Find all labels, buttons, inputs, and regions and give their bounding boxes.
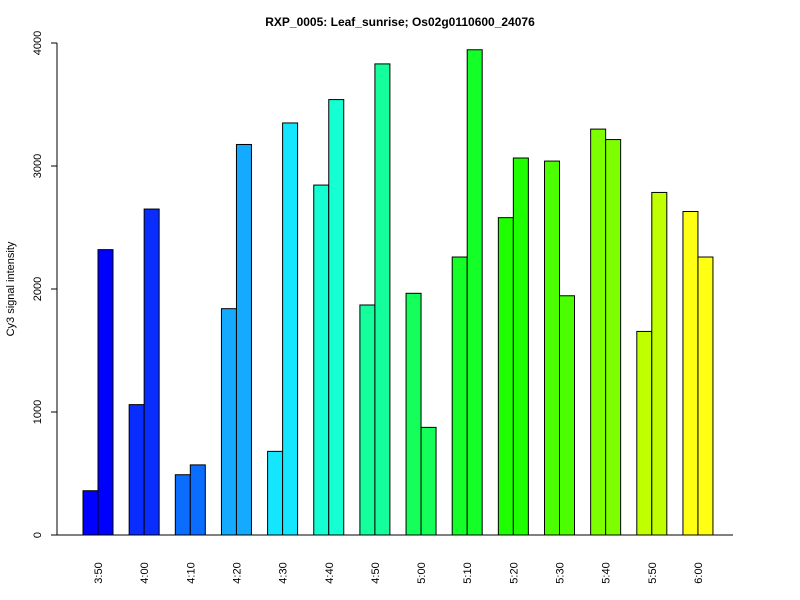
y-tick-label: 3000 bbox=[32, 154, 44, 178]
x-tick-label: 4:20 bbox=[231, 562, 243, 583]
bar bbox=[174, 474, 191, 536]
bar bbox=[682, 211, 699, 536]
x-tick-label: 4:00 bbox=[139, 562, 151, 583]
bar bbox=[497, 217, 514, 536]
bar bbox=[97, 249, 114, 536]
bar bbox=[189, 464, 206, 536]
bar bbox=[697, 256, 714, 536]
bar bbox=[282, 122, 299, 536]
bar bbox=[405, 292, 422, 536]
bar bbox=[544, 160, 560, 536]
y-tick-label: 2000 bbox=[32, 277, 44, 301]
x-tick-label: 5:10 bbox=[462, 562, 474, 583]
x-tick-label: 5:30 bbox=[555, 562, 567, 583]
x-tick-label: 4:40 bbox=[324, 562, 336, 583]
bar bbox=[128, 404, 145, 536]
y-tick-label: 0 bbox=[32, 532, 44, 538]
bar bbox=[220, 308, 237, 536]
x-tick-label: 3:50 bbox=[93, 562, 105, 583]
bar bbox=[267, 450, 284, 536]
x-tick-label: 5:20 bbox=[508, 562, 520, 583]
x-tick-label: 4:50 bbox=[370, 562, 382, 583]
x-tick-label: 5:40 bbox=[601, 562, 613, 583]
bar bbox=[235, 143, 252, 536]
bar bbox=[359, 304, 376, 536]
bar bbox=[466, 49, 483, 536]
bar bbox=[651, 191, 668, 536]
bar bbox=[512, 157, 529, 536]
x-tick-label: 5:50 bbox=[647, 562, 659, 583]
bar bbox=[451, 256, 468, 536]
bar bbox=[143, 208, 160, 536]
bar bbox=[82, 490, 99, 536]
y-axis: 0 1000 2000 3000 4000 bbox=[32, 31, 58, 538]
bar bbox=[559, 295, 575, 536]
bar bbox=[328, 99, 345, 536]
y-tick-label: 4000 bbox=[32, 31, 44, 55]
x-tick-label: 6:00 bbox=[693, 562, 705, 583]
bar bbox=[420, 426, 437, 536]
x-tick-label: 4:30 bbox=[278, 562, 290, 583]
bar bbox=[636, 330, 653, 536]
y-axis-label: Cy3 signal intensity bbox=[5, 241, 17, 336]
x-tick-label: 5:00 bbox=[416, 562, 428, 583]
bar bbox=[590, 128, 607, 536]
x-tick-label: 4:10 bbox=[185, 562, 197, 583]
bar bbox=[313, 184, 330, 536]
y-tick-label: 1000 bbox=[32, 400, 44, 424]
x-axis: 3:50 4:00 4:10 4:20 4:30 4:40 4:50 5:00 5:10 5:20… bbox=[57, 534, 733, 584]
bars bbox=[82, 49, 714, 536]
chart-title: RXP_0005: Leaf_sunrise; Os02g0110600_240… bbox=[265, 15, 535, 29]
bar bbox=[374, 63, 391, 536]
bar bbox=[605, 139, 622, 536]
